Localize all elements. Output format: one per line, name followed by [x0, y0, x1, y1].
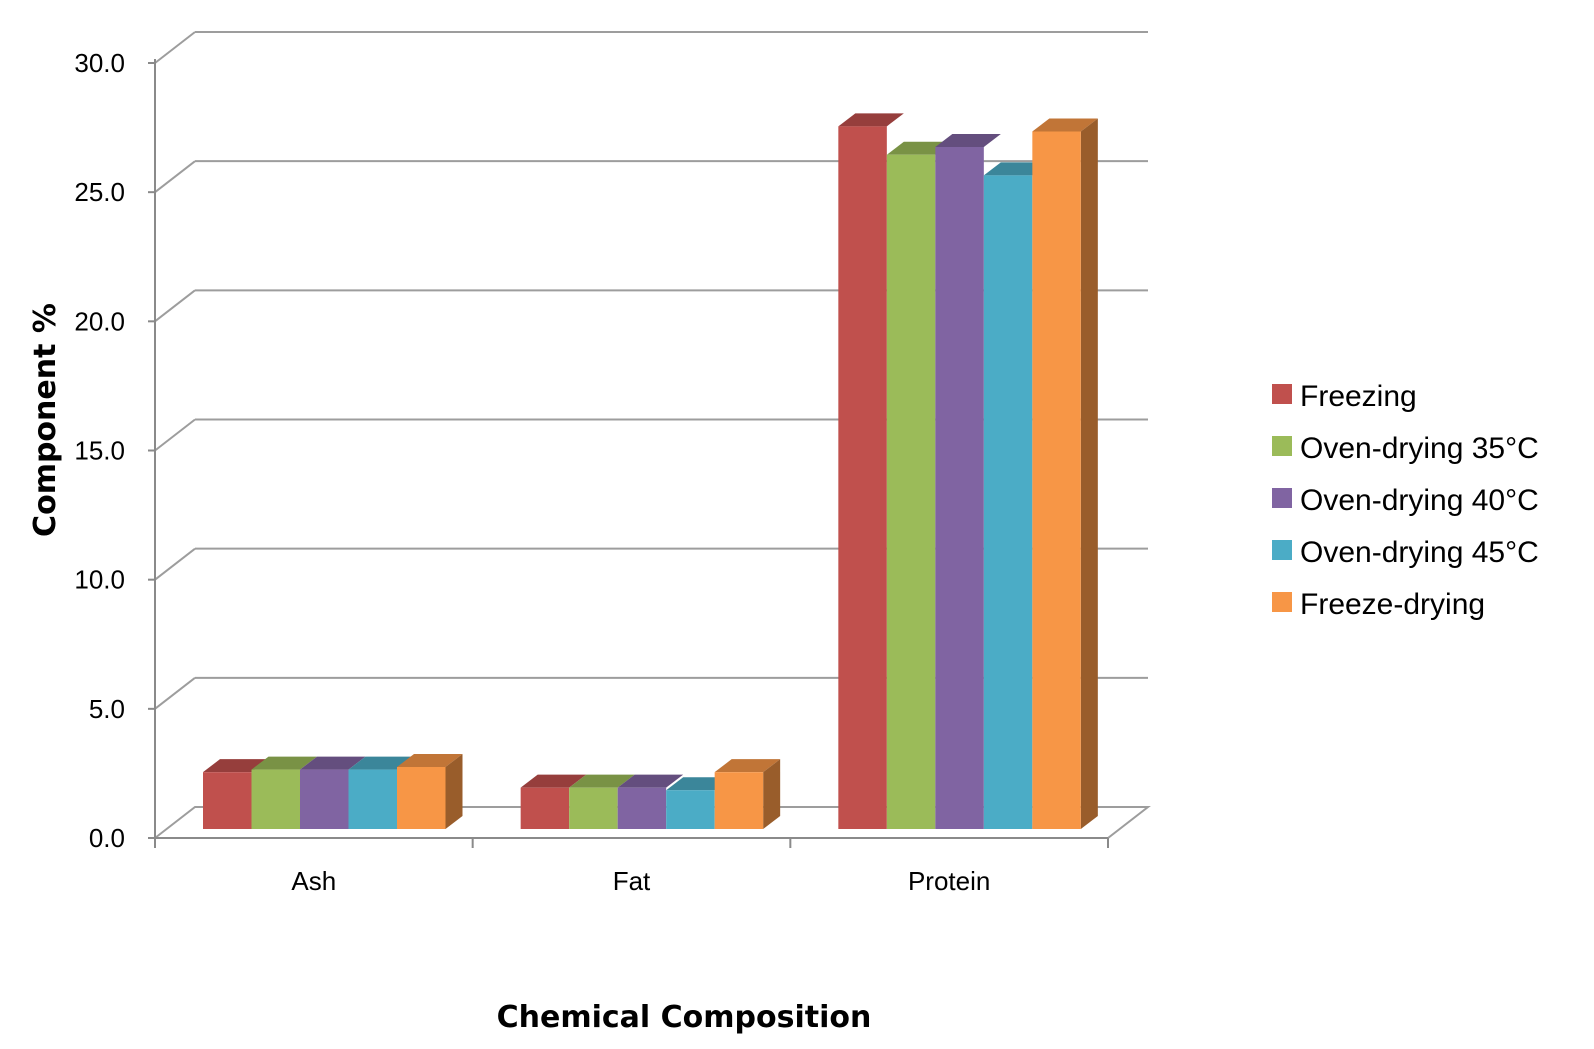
bar-front	[1032, 131, 1081, 829]
x-axis-title: Chemical Composition	[497, 1000, 872, 1035]
bar-front	[666, 790, 715, 829]
x-tick-label: Fat	[613, 866, 651, 896]
bar	[983, 162, 1050, 829]
legend-label: Oven-drying 35°C	[1300, 432, 1539, 465]
legend-swatch	[1272, 488, 1292, 508]
gridline-side	[154, 418, 196, 452]
x-tick-label: Protein	[908, 866, 990, 896]
bar-front	[300, 769, 349, 829]
y-tick-label: 15.0	[74, 436, 125, 466]
bar-top	[617, 774, 684, 788]
bar-front	[348, 769, 397, 829]
legend-label: Freezing	[1300, 380, 1417, 413]
bar-top	[251, 756, 317, 770]
bar-top	[203, 759, 269, 773]
bar	[397, 754, 463, 829]
bar-top	[348, 756, 414, 770]
bar-top	[935, 134, 1001, 147]
bar-front	[886, 154, 936, 829]
bar-top	[300, 756, 366, 770]
bar-front	[714, 772, 764, 829]
bar-top	[838, 113, 904, 127]
bar-front	[983, 175, 1033, 829]
y-tick-label: 25.0	[74, 177, 125, 207]
y-axis-title: Component %	[28, 303, 63, 537]
legend-swatch	[1272, 592, 1292, 612]
bar	[617, 774, 684, 829]
y-tick-label: 30.0	[74, 48, 125, 78]
bar-side	[1080, 118, 1098, 829]
gridline-side	[154, 160, 196, 193]
bar-top	[569, 774, 635, 788]
bar	[935, 134, 1001, 829]
bar-front	[569, 787, 618, 829]
bar	[300, 756, 366, 829]
legend-swatch	[1272, 540, 1292, 560]
bar	[838, 113, 904, 830]
y-tick-label: 20.0	[74, 306, 125, 336]
legend: Freezing Oven-drying 35°C Oven-drying 40°C…	[1272, 380, 1539, 621]
bar-front	[203, 772, 252, 829]
legend-item: Oven-drying 40°C	[1272, 484, 1539, 517]
bar	[348, 756, 414, 829]
legend-swatch	[1272, 384, 1292, 404]
gridline-side	[154, 677, 196, 710]
bar	[520, 774, 587, 829]
legend-label: Oven-drying 40°C	[1300, 484, 1539, 517]
bar-side	[445, 754, 463, 829]
gridline-side	[154, 547, 196, 581]
bar-front	[838, 126, 887, 830]
y-tick-label: 5.0	[89, 694, 125, 724]
x-tick-labels: Ash Fat Protein	[291, 866, 990, 896]
bar	[251, 756, 317, 829]
bar-front	[935, 147, 984, 829]
bar-top	[714, 759, 781, 773]
axes	[148, 59, 1109, 848]
gridline-side	[154, 289, 196, 323]
legend-swatch	[1272, 436, 1292, 456]
gridline-side	[154, 31, 196, 64]
y-tick-labels: 0.0 5.0 10.0 15.0 20.0 25.0 30.0	[74, 48, 125, 853]
legend-label: Freeze-drying	[1300, 588, 1485, 621]
bar-side	[763, 759, 781, 829]
bar-top	[397, 754, 463, 767]
bar	[1032, 118, 1098, 829]
legend-label: Oven-drying 45°C	[1300, 536, 1539, 569]
bar-top	[520, 774, 587, 788]
bar	[714, 759, 781, 829]
legend-item: Freeze-drying	[1272, 588, 1485, 621]
bar-front	[617, 787, 667, 829]
bar-front	[397, 767, 446, 829]
legend-item: Oven-drying 35°C	[1272, 432, 1539, 465]
bar-top	[1032, 118, 1098, 132]
y-tick-label: 0.0	[89, 823, 125, 853]
bar-front	[520, 787, 570, 829]
bar	[203, 759, 269, 829]
bar	[569, 774, 635, 829]
bar-front	[251, 769, 300, 829]
legend-item: Oven-drying 45°C	[1272, 536, 1539, 569]
x-tick-label: Ash	[291, 866, 336, 896]
y-tick-label: 10.0	[74, 565, 125, 595]
legend-item: Freezing	[1272, 380, 1417, 413]
bars	[203, 113, 1098, 830]
